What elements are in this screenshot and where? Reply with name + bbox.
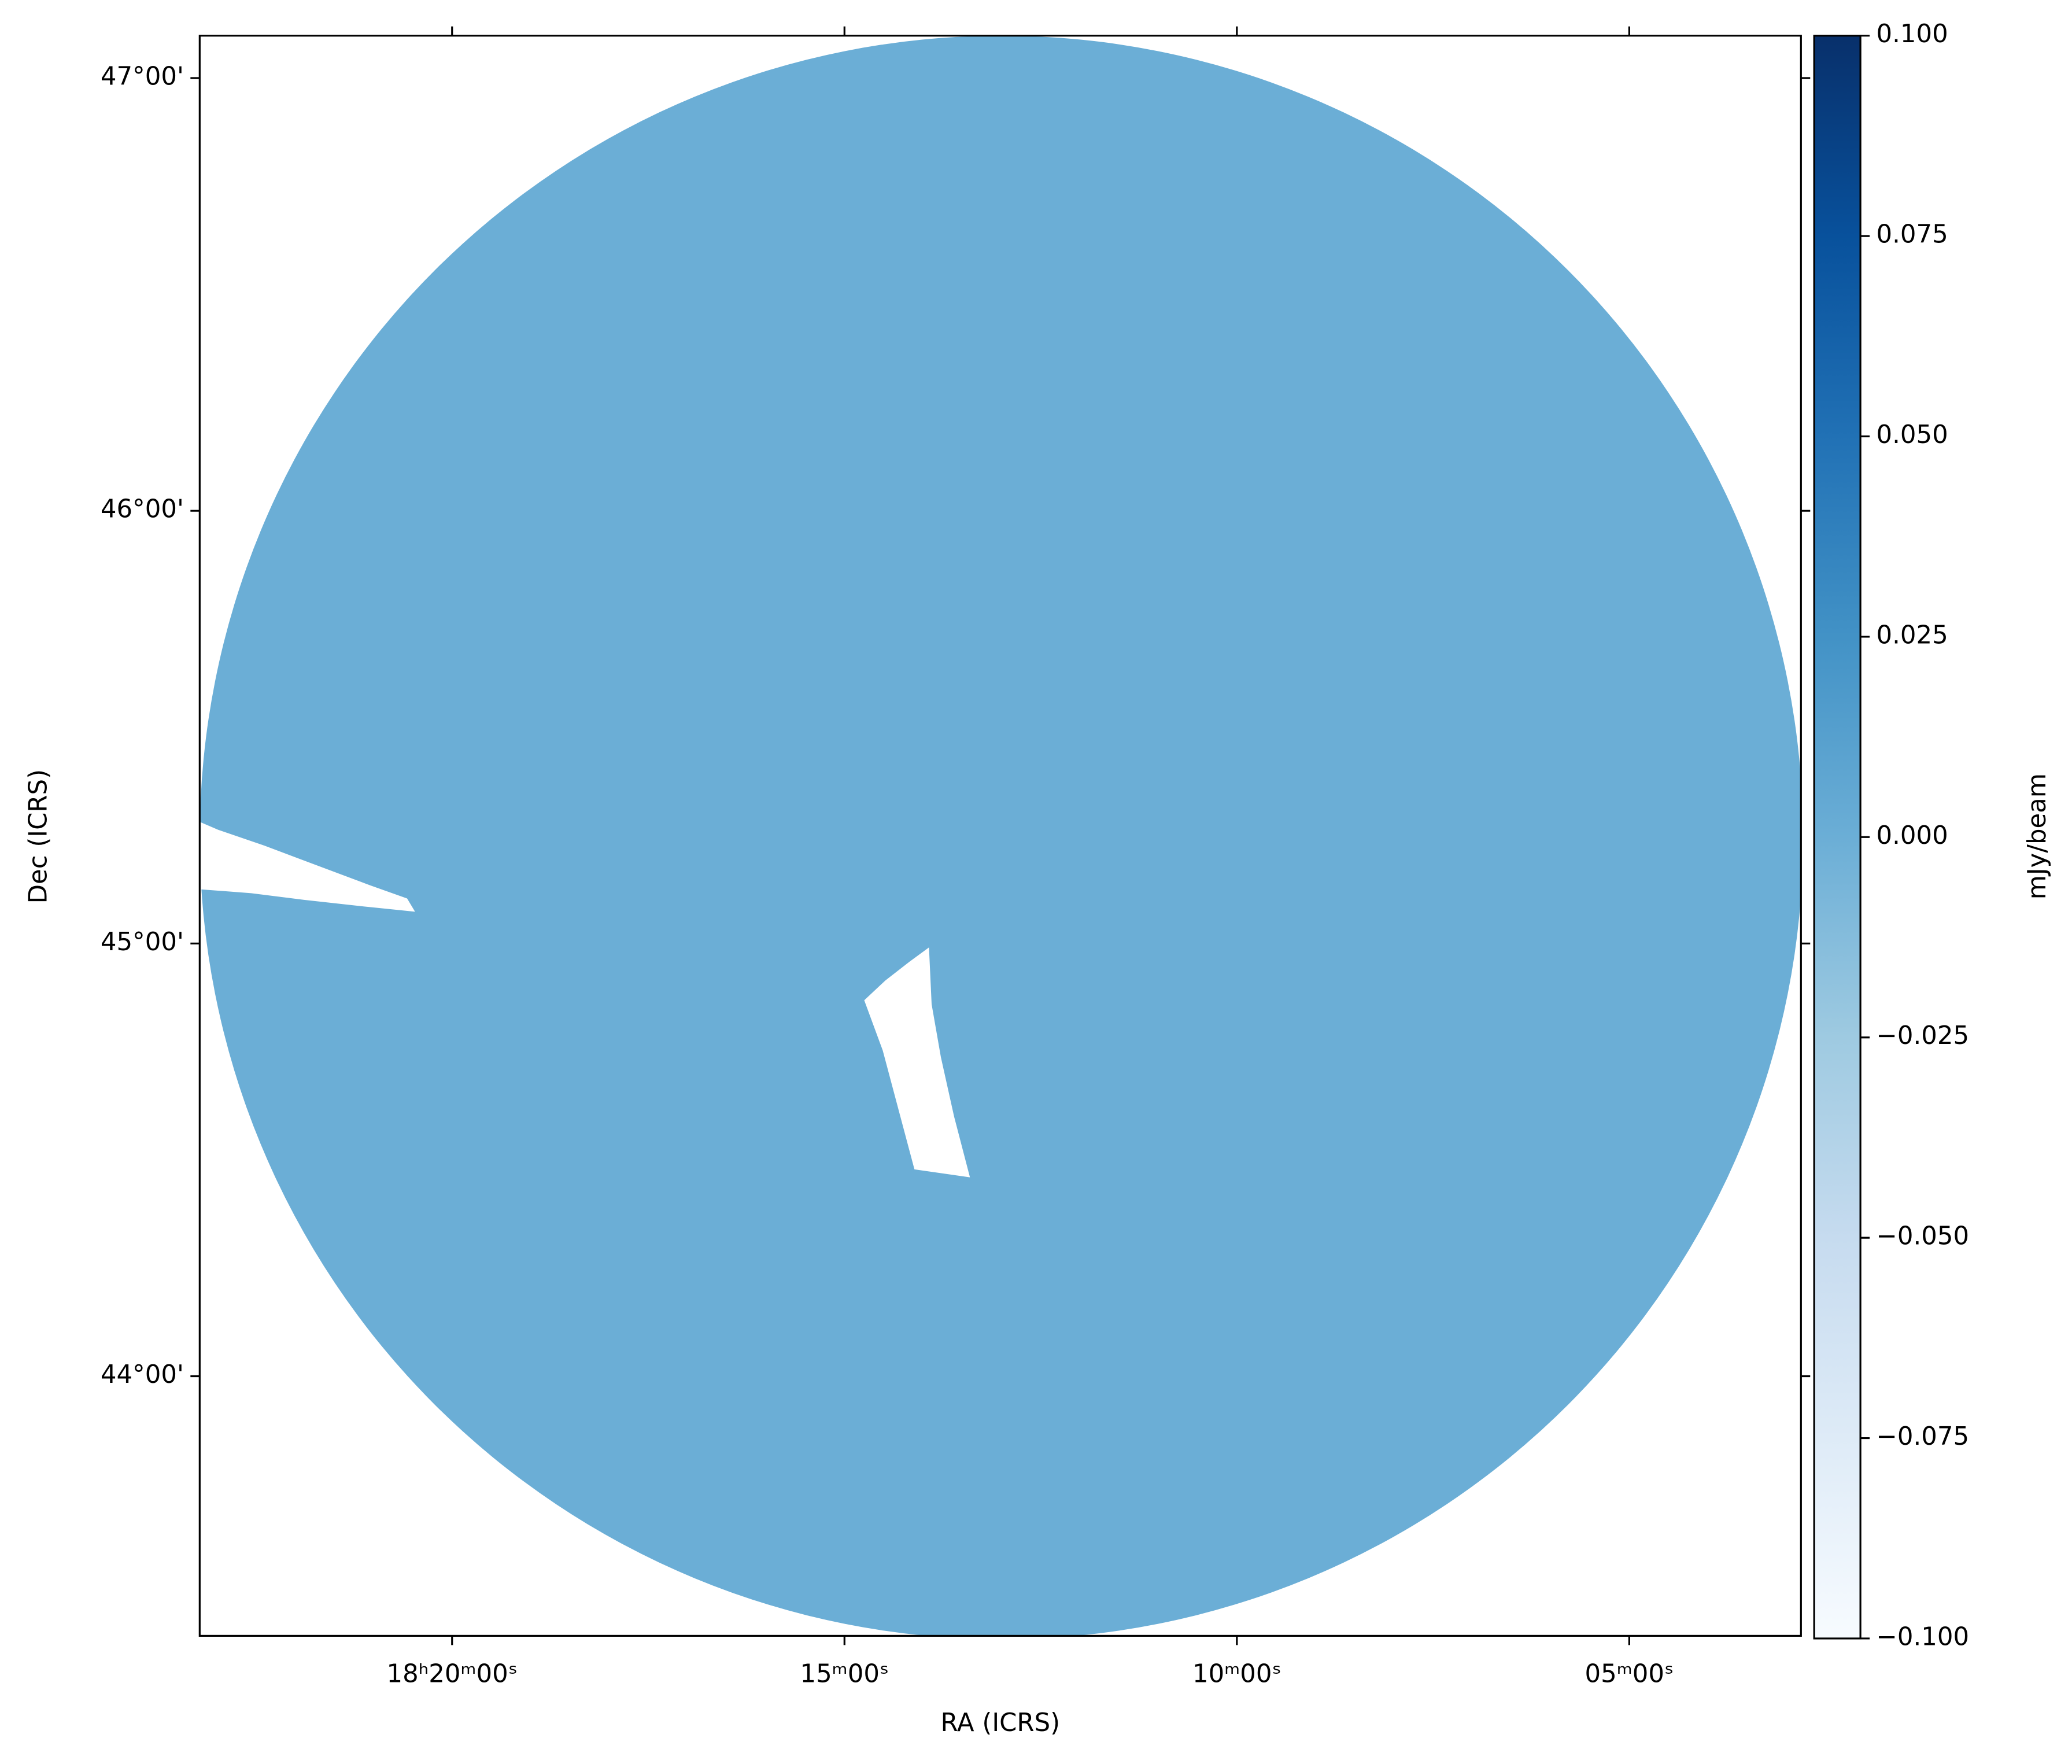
y-axis-label: Dec (ICRS) xyxy=(24,769,53,903)
field-of-view xyxy=(200,36,1801,1636)
image-area xyxy=(200,36,1801,1636)
colorbar-tick-label: 0.000 xyxy=(1877,821,1948,850)
x-tick-label: 15ᵐ00ˢ xyxy=(800,1659,889,1688)
colorbar-tick-label: 0.050 xyxy=(1877,420,1948,449)
colorbar-tick-label: 0.100 xyxy=(1877,20,1948,49)
y-tick-label: 45°00' xyxy=(101,928,184,957)
masked-region xyxy=(864,947,970,1178)
masked-region xyxy=(200,822,415,912)
x-axis-label: RA (ICRS) xyxy=(941,1708,1061,1737)
colorbar-label: mJy/beam xyxy=(2023,773,2052,899)
colorbar-tick-label: −0.075 xyxy=(1877,1422,1970,1451)
x-tick-label: 10ᵐ00ˢ xyxy=(1192,1659,1281,1688)
colorbar xyxy=(1813,35,1862,1640)
y-tick-label: 47°00' xyxy=(101,62,184,91)
colorbar-tick-label: 0.075 xyxy=(1877,220,1948,249)
masked-regions xyxy=(200,822,970,1178)
colorbar-tick-label: −0.025 xyxy=(1877,1021,1970,1050)
y-tick-label: 46°00' xyxy=(101,495,184,524)
plot-frame xyxy=(198,35,1802,1637)
x-tick-label: 05ᵐ00ˢ xyxy=(1585,1659,1674,1688)
colorbar-tick-label: −0.050 xyxy=(1877,1222,1970,1251)
colorbar-tick-label: −0.100 xyxy=(1877,1622,1970,1651)
y-tick-label: 44°00' xyxy=(101,1360,184,1389)
colorbar-tick-label: 0.025 xyxy=(1877,621,1948,649)
x-tick-label: 18ʰ20ᵐ00ˢ xyxy=(387,1659,518,1688)
